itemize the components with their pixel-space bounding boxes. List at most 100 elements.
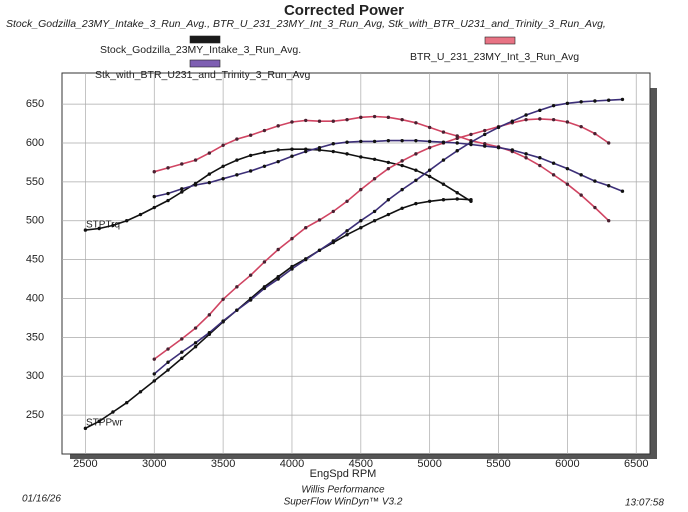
legend-label: BTR_U_231_23MY_Int_3_Run_Avg — [410, 51, 579, 63]
power-label: STPPwr — [86, 418, 123, 429]
torque-point — [207, 180, 212, 185]
power-point — [524, 117, 528, 122]
torque-point — [276, 124, 280, 128]
torque-point — [386, 115, 391, 120]
torque-point — [359, 115, 363, 120]
torque-point — [262, 128, 267, 133]
torque-point — [138, 212, 143, 217]
power-point — [276, 277, 280, 281]
torque-point — [345, 117, 349, 122]
torque-point — [207, 151, 212, 155]
power-point — [455, 136, 459, 141]
torque-point — [331, 142, 335, 146]
torque-point — [427, 125, 432, 130]
torque-point — [221, 164, 225, 169]
x-tick-label: 5500 — [486, 458, 510, 470]
power-point — [386, 212, 391, 217]
power-point — [469, 198, 473, 202]
torque-point — [166, 166, 170, 170]
power-point — [372, 209, 377, 214]
torque-point — [345, 140, 349, 144]
torque-point — [386, 160, 391, 165]
power-point — [427, 199, 432, 203]
torque-point — [125, 219, 129, 223]
power-point — [400, 206, 404, 210]
power-point — [386, 198, 391, 202]
x-tick-label: 4500 — [349, 458, 373, 470]
power-point — [83, 426, 88, 431]
footer-company: Willis Performance — [301, 485, 385, 496]
torque-point — [400, 163, 404, 168]
power-point — [262, 260, 267, 264]
torque-point — [317, 145, 322, 150]
power-point — [565, 101, 570, 106]
frame-shadow — [70, 452, 657, 459]
torque-point — [290, 154, 294, 158]
torque-label: STPTrq — [86, 220, 120, 231]
torque-point — [524, 152, 528, 156]
power-point — [372, 219, 377, 223]
power-point — [166, 368, 170, 372]
footer-time: 13:07:58 — [625, 498, 664, 509]
power-point — [427, 168, 432, 172]
power-point — [565, 120, 570, 124]
torque-point — [221, 177, 225, 181]
torque-point — [180, 162, 184, 166]
power-point — [441, 198, 446, 202]
power-point — [193, 326, 198, 330]
power-point — [455, 149, 459, 153]
power-point — [180, 350, 184, 354]
power-point — [427, 145, 432, 150]
torque-point — [427, 139, 432, 144]
power-point — [235, 308, 239, 312]
torque-point — [359, 155, 363, 159]
power-point — [166, 360, 170, 364]
torque-point — [606, 219, 611, 223]
power-line — [153, 118, 610, 360]
chart-title: Corrected Power — [284, 2, 404, 19]
power-point — [97, 419, 101, 424]
power-point — [331, 239, 335, 243]
legend-swatch — [189, 59, 221, 68]
power-point — [483, 132, 487, 137]
torque-point — [414, 138, 418, 143]
torque-point — [414, 121, 418, 125]
legend-swatch — [189, 35, 221, 44]
torque-point — [207, 172, 212, 176]
x-tick-label: 2500 — [73, 458, 97, 470]
torque-point — [83, 228, 88, 232]
power-point — [221, 319, 225, 323]
power-point — [317, 218, 322, 222]
y-tick-label: 350 — [26, 331, 44, 343]
torque-point — [593, 205, 597, 210]
torque-point — [235, 158, 239, 162]
torque-point — [166, 198, 170, 203]
power-point — [180, 356, 184, 361]
torque-point — [565, 182, 570, 186]
torque-point — [248, 133, 253, 137]
x-axis-label: EngSpd RPM — [310, 468, 377, 480]
torque-point — [441, 140, 446, 144]
torque-point — [248, 153, 253, 158]
torque-point — [538, 163, 542, 168]
x-tick-label: 3500 — [211, 458, 235, 470]
power-point — [152, 379, 156, 383]
torque-point — [400, 138, 404, 143]
footer-software: SuperFlow WinDyn™ V3.2 — [284, 497, 403, 508]
power-point — [400, 187, 404, 192]
footer-date: 01/16/26 — [22, 494, 61, 505]
power-point — [290, 267, 294, 271]
power-point — [579, 100, 583, 104]
power-point — [207, 331, 212, 335]
power-point — [180, 337, 184, 341]
power-point — [221, 297, 225, 301]
power-point — [359, 219, 363, 223]
torque-point — [152, 170, 156, 174]
torque-point — [111, 223, 115, 228]
torque-point — [331, 119, 335, 123]
power-point — [620, 97, 625, 102]
torque-point — [290, 120, 294, 124]
torque-point — [579, 173, 583, 177]
y-tick-label: 550 — [26, 176, 44, 188]
torque-point — [262, 150, 267, 155]
